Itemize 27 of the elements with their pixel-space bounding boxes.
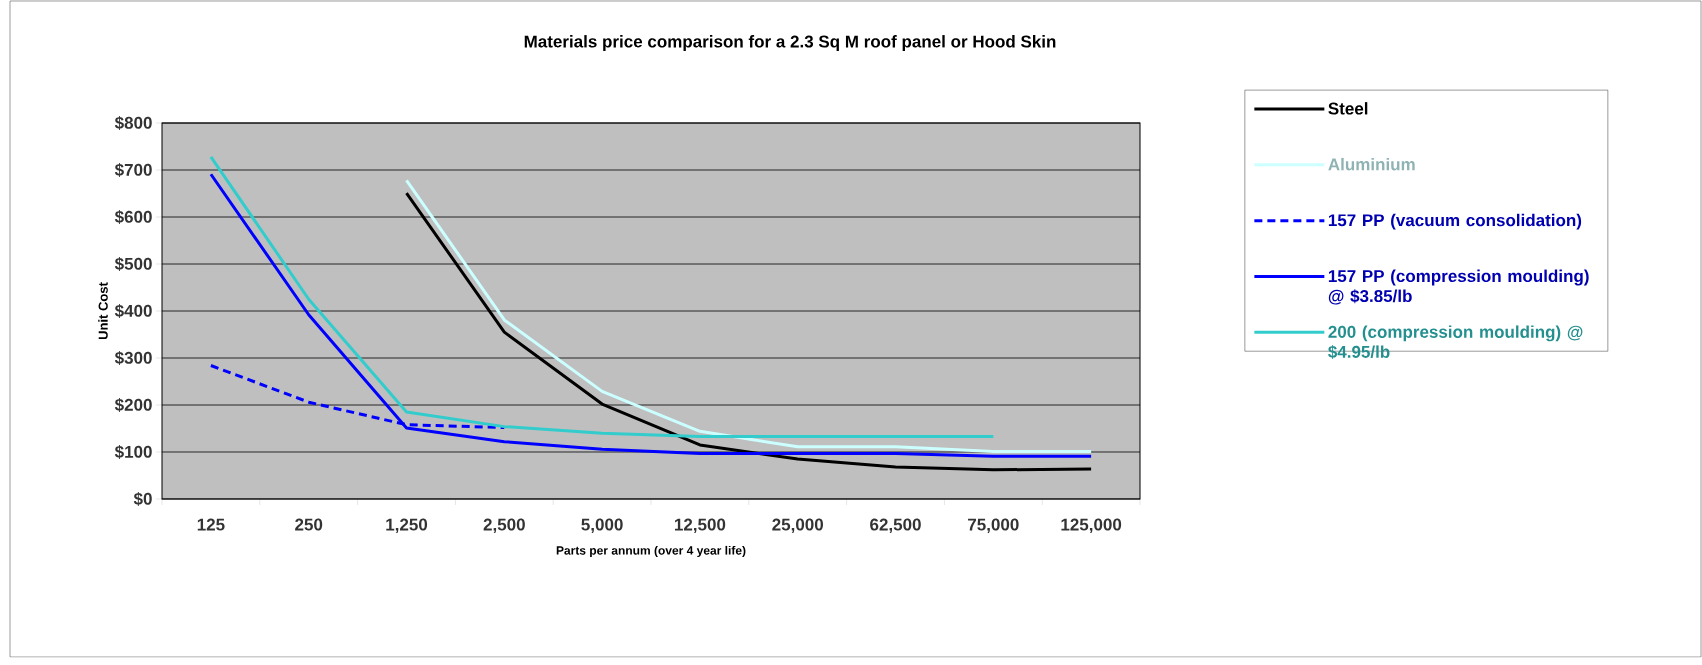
y-tick-label: $500 bbox=[114, 257, 152, 271]
x-tick-label: 125 bbox=[197, 518, 225, 531]
x-tick-label: 1,250 bbox=[386, 518, 428, 534]
x-tick-label: 2,500 bbox=[483, 518, 525, 534]
y-tick-label: $100 bbox=[114, 445, 152, 459]
x-tick-label: 250 bbox=[295, 518, 323, 531]
y-tick-label: $200 bbox=[114, 398, 152, 412]
x-tick-label: 75,000 bbox=[968, 518, 1019, 534]
x-tick-label: 125,000 bbox=[1061, 518, 1122, 534]
y-tick-label: $0 bbox=[133, 492, 152, 506]
x-tick-label: 5,000 bbox=[581, 518, 623, 534]
x-tick-label: 12,500 bbox=[674, 518, 726, 534]
legend-label: Aluminium bbox=[1328, 157, 1415, 171]
x-tick-label: 62,500 bbox=[870, 518, 921, 534]
y-tick-label: $800 bbox=[114, 116, 152, 130]
legend-label: 157 PP (vacuum consolidation) bbox=[1328, 213, 1582, 230]
y-axis-title: Unit Cost bbox=[98, 282, 108, 340]
x-tick-label: 25,000 bbox=[772, 518, 823, 534]
legend-label: 157 PP (compression moulding) @ $3.85/lb bbox=[1328, 269, 1589, 305]
y-tick-label: $400 bbox=[114, 304, 152, 318]
x-axis-title: Parts per annum (over 4 year life) bbox=[556, 545, 746, 558]
legend-label: Steel bbox=[1328, 102, 1368, 115]
legend-label: 200 (compression moulding) @ $4.95/lb bbox=[1328, 325, 1583, 359]
y-tick-label: $600 bbox=[114, 210, 152, 224]
y-tick-label: $300 bbox=[114, 351, 152, 365]
y-tick-label: $700 bbox=[114, 163, 152, 177]
chart-title: Materials price comparison for a 2.3 Sq M roof panel or Hood Skin bbox=[524, 35, 1056, 51]
